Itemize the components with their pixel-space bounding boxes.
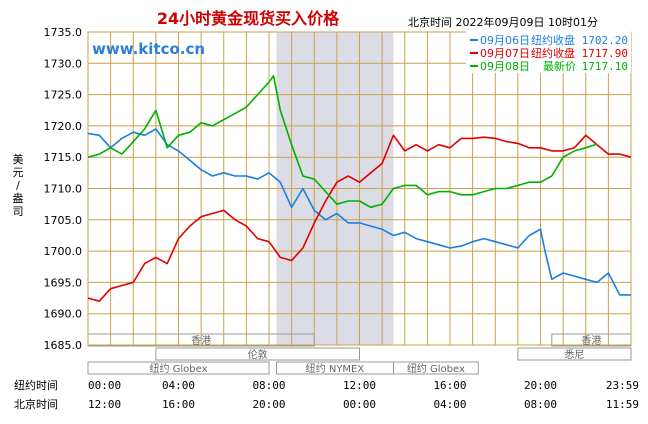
session-band-box	[155, 347, 360, 361]
session-band: 悉尼	[517, 347, 632, 361]
legend-item-0908: 09月08日 最新价 1717.10	[470, 59, 628, 73]
session-band-box	[517, 347, 632, 361]
x-tick-label-bj: 16:00	[162, 398, 195, 411]
kitco-watermark: www.kitco.cn	[92, 40, 205, 58]
y-axis-label-char: 盎	[13, 191, 24, 205]
session-band-label: 纽约 Globex	[407, 362, 465, 375]
y-axis-label-char: 美	[13, 153, 24, 166]
x-tick-label-ny: 23:59	[606, 379, 639, 392]
session-band-label: 香港	[581, 335, 601, 347]
datetime-readout: 北京时间 2022年09月09日 10时01分	[408, 15, 598, 29]
session-band: 纽约 Globex	[392, 361, 479, 375]
x-tick-label-bj: 00:00	[343, 398, 376, 411]
x-tick-label-ny: 12:00	[343, 379, 376, 392]
legend-label: 纽约收盘	[531, 46, 575, 60]
legend-date: 09月07日	[480, 47, 530, 60]
session-band-label: 香港	[191, 335, 211, 347]
legend-value: 1702.20	[582, 34, 628, 47]
session-band: 伦敦	[155, 347, 360, 361]
y-tick-label: 1685.0	[44, 339, 83, 352]
x-tick-label-ny: 16:00	[433, 379, 466, 392]
legend-date: 09月06日	[480, 34, 530, 47]
session-band-label: 纽约 Globex	[149, 362, 207, 375]
series-line-09月08日	[87, 75, 598, 209]
y-axis-label-char: 司	[13, 205, 24, 218]
x-tick-label-bj: 11:59	[606, 398, 639, 411]
y-tick-label: 1705.0	[44, 214, 83, 227]
series-line-09月06日	[87, 128, 631, 296]
x-tick-label-ny: 00:00	[88, 379, 121, 392]
y-tick-label: 1695.0	[44, 276, 83, 289]
series-line-09月07日	[87, 134, 632, 303]
session-band: 纽约 NYMEX	[275, 361, 394, 375]
x-tick-label-ny: 08:00	[252, 379, 285, 392]
legend-date: 09月08日	[480, 60, 530, 73]
y-tick-label: 1735.0	[44, 26, 83, 39]
x-tick-label-bj: 04:00	[433, 398, 466, 411]
legend-label: 纽约收盘	[531, 33, 575, 47]
session-band-box	[392, 361, 479, 375]
x-axis-ticks: 00:00 04:00 08:00 12:00 16:00 20:00 23:59 12:00…	[88, 379, 639, 411]
legend-value: 1717.10	[582, 60, 628, 73]
y-tick-label: 1720.0	[44, 120, 83, 133]
x-tick-label-bj: 12:00	[88, 398, 121, 411]
y-tick-label: 1730.0	[44, 57, 83, 70]
x-tick-label-bj: 08:00	[524, 398, 557, 411]
legend-value: 1717.90	[582, 47, 628, 60]
x-axis-row2-label: 北京时间	[14, 397, 58, 411]
x-tick-label-bj: 20:00	[252, 398, 285, 411]
x-tick-label-ny: 20:00	[524, 379, 557, 392]
y-axis-label-char: /	[16, 179, 20, 192]
session-band-label: 悉尼	[564, 349, 584, 361]
y-tick-label: 1725.0	[44, 89, 83, 102]
y-tick-label: 1700.0	[44, 245, 83, 258]
x-axis-row1-label: 纽约时间	[14, 378, 58, 392]
session-band-label: 伦敦	[248, 348, 268, 361]
legend: 09月06日 纽约收盘 1702.20 09月07日 纽约收盘 1717.90 …	[466, 31, 631, 73]
y-axis-label-char: 元	[13, 166, 24, 179]
legend-item-0906: 09月06日 纽约收盘 1702.20	[470, 33, 628, 47]
legend-label: 最新价	[543, 59, 576, 73]
series-layer	[87, 75, 632, 303]
session-band-box	[87, 361, 270, 375]
session-band: 纽约 Globex	[87, 361, 270, 375]
y-tick-label: 1690.0	[44, 308, 83, 321]
x-tick-label-ny: 04:00	[162, 379, 195, 392]
y-axis-label: 美 元 / 盎 司	[13, 153, 24, 218]
legend-item-0907: 09月07日 纽约收盘 1717.90	[470, 46, 628, 60]
plot-frame	[87, 31, 632, 346]
y-axis-ticks: 1735.0 1730.0 1725.0 1720.0 1715.0 1710.0 1705…	[44, 26, 83, 352]
legend-box	[466, 31, 631, 73]
chart-title: 24小时黄金现货买入价格	[157, 9, 340, 28]
y-tick-label: 1710.0	[44, 183, 83, 196]
y-tick-label: 1715.0	[44, 151, 83, 164]
session-band-label: 纽约 NYMEX	[306, 362, 365, 375]
